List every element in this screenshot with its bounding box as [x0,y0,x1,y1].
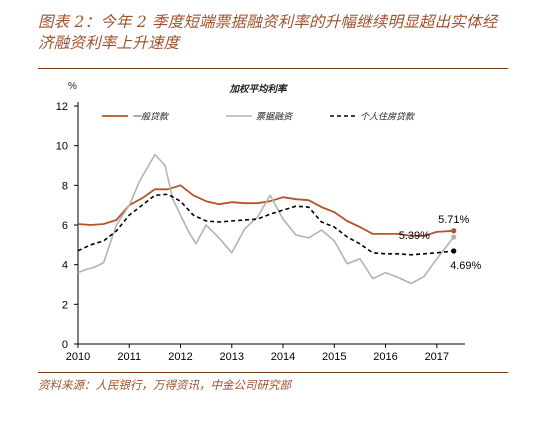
legend-label: 一般贷款 [132,112,170,122]
source-rule [38,372,508,373]
chart-axes: 0 2 4 6 8 10 12 2010 2011 2012 2013 2014 2015 2016 201… [56,101,465,363]
line-chart: 0 2 4 6 8 10 12 2010 2011 2012 2013 2014 2015 2016 201… [56,81,482,363]
end-value-label: 5.71% [438,214,469,226]
x-tick-label: 2013 [220,351,244,363]
legend-label: 个人住房贷款 [360,112,416,122]
series-line-3 [77,193,454,256]
x-tick-label: 2015 [322,351,346,363]
legend-label: 票据融资 [256,112,293,122]
end-value-label: 5.39% [399,230,430,242]
x-tick-label: 2011 [117,351,141,363]
source-note: 资料来源：人民银行，万得资讯，中金公司研究部 [38,378,291,392]
end-value-label: 4.69% [450,260,481,272]
series-end-point-3 [451,248,457,254]
series-end-point-1 [451,228,457,234]
chart-legend: 一般贷款 票据融资 个人住房贷款 [102,112,416,122]
y-tick-label: 0 [62,339,68,351]
x-tick-label: 2014 [271,351,295,363]
x-tick-label: 2016 [373,351,397,363]
x-tick-label: 2017 [425,351,449,363]
y-tick-label: 2 [62,299,68,311]
x-tick-label: 2012 [168,351,192,363]
series-line-1 [77,184,454,237]
chart-title: 加权平均利率 [228,83,288,95]
y-tick-label: 8 [62,180,68,192]
title-rule [38,68,508,69]
chart-series: 5.71% 5.39% 4.69% [77,153,482,285]
y-axis-unit: % [68,81,77,92]
y-tick-label: 6 [62,220,68,232]
y-tick-label: 12 [56,101,68,113]
y-tick-label: 10 [56,141,68,153]
series-line-2 [77,153,455,285]
figure-title: 图表 2：今年 2 季度短端票据融资利率的升幅继续明显超出实体经济融资利率上升速… [38,13,498,52]
y-tick-label: 4 [62,260,68,272]
x-tick-label: 2010 [66,351,90,363]
series-end-point-2 [451,234,457,240]
